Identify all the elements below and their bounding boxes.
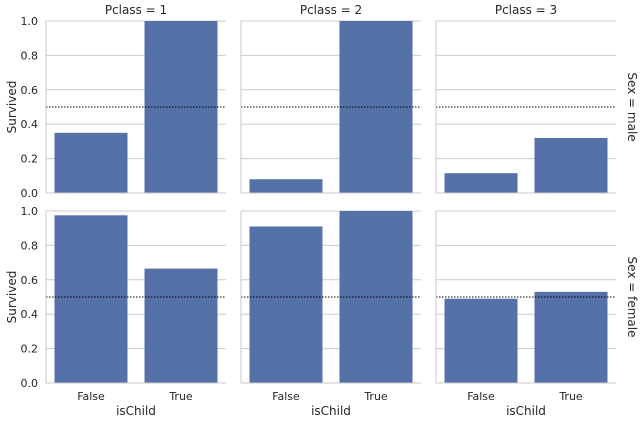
y-tick-label-r0-3: 0.6 <box>21 84 39 97</box>
bar-r1-c0-false <box>54 215 128 383</box>
bar-r1-c2-false <box>444 298 518 383</box>
y-axis-label-r0: Survived <box>5 81 19 134</box>
row-title-1: Sex = male <box>625 72 639 141</box>
bar-r0-c2-false <box>444 173 518 193</box>
y-tick-label-r1-0: 0.0 <box>21 377 39 390</box>
column-title-2: Pclass = 2 <box>300 3 362 17</box>
y-tick-label-r0-4: 0.8 <box>21 49 39 62</box>
x-axis-label-c0: isChild <box>116 404 156 418</box>
bar-r0-c0-false <box>54 132 128 193</box>
x-tick-label-c1-false: False <box>272 390 300 403</box>
y-tick-label-r1-5: 1.0 <box>21 205 39 218</box>
x-tick-label-c2-true: True <box>558 390 583 403</box>
column-title-3: Pclass = 3 <box>495 3 557 17</box>
y-tick-label-r1-4: 0.8 <box>21 239 39 252</box>
bar-r0-c2-true <box>534 137 608 193</box>
x-tick-label-c1-true: True <box>363 390 388 403</box>
y-tick-label-r1-3: 0.6 <box>21 274 39 287</box>
x-tick-label-c0-false: False <box>77 390 105 403</box>
bar-r1-c1-false <box>249 226 323 383</box>
y-tick-label-r1-2: 0.4 <box>21 308 39 321</box>
y-tick-label-r0-2: 0.4 <box>21 118 39 131</box>
bar-r1-c0-true <box>144 268 218 383</box>
x-axis-label-c2: isChild <box>506 404 546 418</box>
y-axis-label-r1: Survived <box>5 271 19 324</box>
y-tick-label-r0-0: 0.0 <box>21 187 39 200</box>
y-tick-label-r0-1: 0.2 <box>21 153 39 166</box>
row-title-2: Sex = female <box>625 257 639 338</box>
bar-r1-c2-true <box>534 291 608 383</box>
x-tick-label-c2-false: False <box>467 390 495 403</box>
y-tick-label-r0-5: 1.0 <box>21 15 39 28</box>
x-axis-label-c1: isChild <box>311 404 351 418</box>
y-tick-label-r1-1: 0.2 <box>21 343 39 356</box>
bar-r0-c1-false <box>249 179 323 193</box>
column-title-1: Pclass = 1 <box>105 3 167 17</box>
x-tick-label-c0-true: True <box>168 390 193 403</box>
